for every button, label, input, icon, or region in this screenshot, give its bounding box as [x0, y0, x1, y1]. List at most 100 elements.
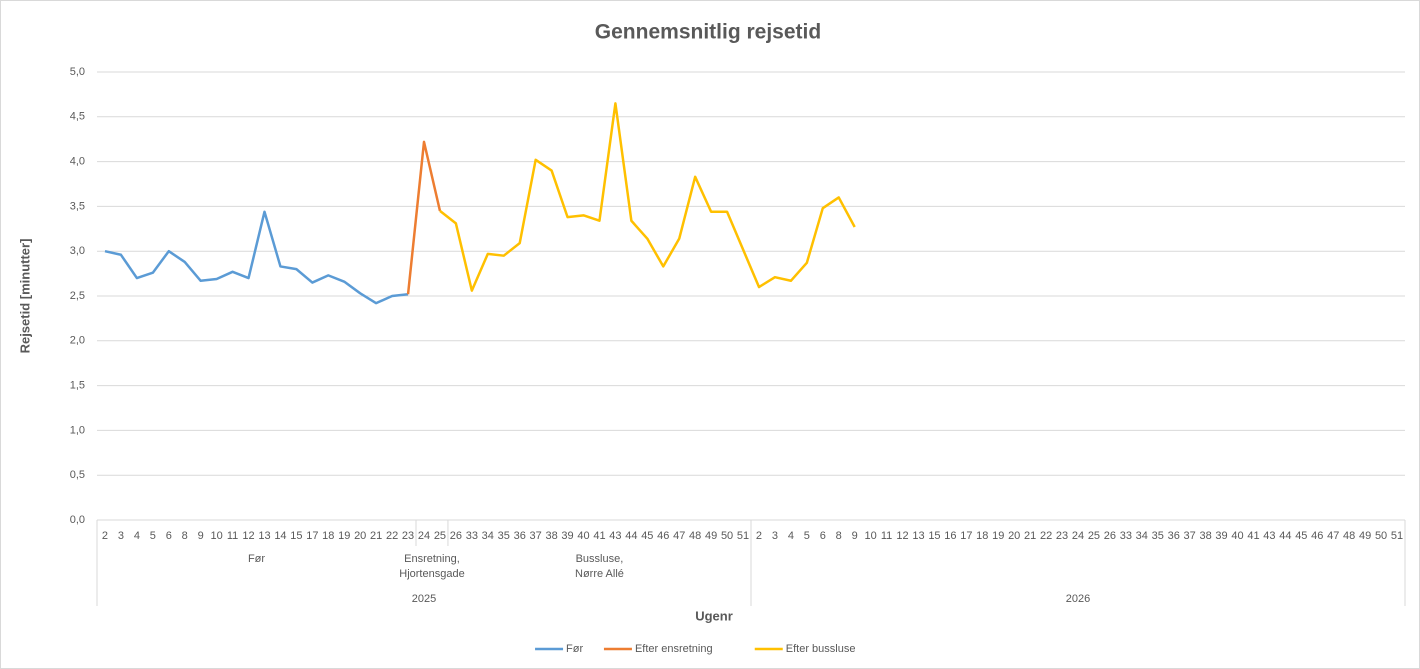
- x-tick-label: 33: [466, 530, 478, 542]
- x-tick-label: 3: [118, 530, 124, 542]
- x-tick-label: 5: [804, 530, 810, 542]
- x-tick-label: 49: [1359, 530, 1371, 542]
- x-tick-label: 26: [1104, 530, 1116, 542]
- group-label: Bussluse, Nørre Allé: [575, 553, 624, 580]
- x-tick-label: 33: [1120, 530, 1132, 542]
- x-tick-label: 43: [1263, 530, 1275, 542]
- x-tick-label: 21: [370, 530, 382, 542]
- x-tick-label: 4: [134, 530, 140, 542]
- group-label: Før: [247, 553, 266, 565]
- x-tick-label: 25: [1088, 530, 1100, 542]
- y-tick-label: 5,0: [70, 66, 85, 78]
- y-tick-label: 4,5: [70, 111, 85, 123]
- x-tick-label: 24: [418, 530, 430, 542]
- x-tick-label: 24: [1072, 530, 1084, 542]
- x-tick-label: 51: [1391, 530, 1403, 542]
- x-tick-label: 6: [166, 530, 172, 542]
- x-tick-label: 43: [609, 530, 621, 542]
- x-tick-label: 45: [1295, 530, 1307, 542]
- year-label: 2026: [1066, 593, 1090, 605]
- x-tick-label: 12: [896, 530, 908, 542]
- series-line: [439, 102, 856, 292]
- x-tick-label: 36: [514, 530, 526, 542]
- x-tick-label: 26: [450, 530, 462, 542]
- x-tick-label: 4: [788, 530, 794, 542]
- legend-label: Efter ensretning: [635, 643, 713, 655]
- x-tick-label: 9: [198, 530, 204, 542]
- x-tick-label: 34: [1136, 530, 1148, 542]
- x-tick-label: 39: [1215, 530, 1227, 542]
- x-tick-label: 3: [772, 530, 778, 542]
- x-tick-label: 38: [1199, 530, 1211, 542]
- y-tick-label: 4,0: [70, 156, 85, 168]
- x-tick-label: 6: [820, 530, 826, 542]
- x-tick-label: 37: [530, 530, 542, 542]
- x-tick-label: 50: [721, 530, 733, 542]
- x-tick-label: 8: [182, 530, 188, 542]
- x-tick-label: 20: [1008, 530, 1020, 542]
- x-tick-label: 38: [545, 530, 557, 542]
- x-tick-label: 19: [338, 530, 350, 542]
- x-tick-label: 40: [1231, 530, 1243, 542]
- x-tick-label: 35: [498, 530, 510, 542]
- x-tick-label: 49: [705, 530, 717, 542]
- x-tick-label: 37: [1184, 530, 1196, 542]
- x-tick-label: 15: [928, 530, 940, 542]
- x-tick-label: 8: [836, 530, 842, 542]
- x-tick-label: 41: [1247, 530, 1259, 542]
- x-tick-label: 36: [1168, 530, 1180, 542]
- x-tick-label: 50: [1375, 530, 1387, 542]
- x-tick-label: 44: [625, 530, 637, 542]
- legend-label: Efter bussluse: [786, 643, 856, 655]
- x-axis-title: Ugenr: [695, 608, 733, 623]
- series-line: [406, 140, 442, 295]
- y-tick-label: 0,5: [70, 469, 85, 481]
- y-tick-label: 0,0: [70, 514, 85, 526]
- x-tick-label: 11: [881, 530, 892, 542]
- x-tick-label: 2: [102, 530, 108, 542]
- x-tick-label: 22: [386, 530, 398, 542]
- x-tick-label: 48: [689, 530, 701, 542]
- x-tick-label: 15: [290, 530, 302, 542]
- x-tick-label: 44: [1279, 530, 1291, 542]
- x-tick-label: 35: [1152, 530, 1164, 542]
- x-tick-label: 20: [354, 530, 366, 542]
- legend-label: Før: [566, 643, 583, 655]
- y-tick-label: 2,0: [70, 335, 85, 347]
- x-tick-label: 47: [1327, 530, 1339, 542]
- x-tick-label: 51: [737, 530, 749, 542]
- year-label: 2025: [412, 593, 436, 605]
- y-tick-label: 3,5: [70, 200, 85, 212]
- x-tick-label: 2: [756, 530, 762, 542]
- x-tick-label: 39: [561, 530, 573, 542]
- x-tick-label: 17: [306, 530, 318, 542]
- series-line: [104, 210, 409, 305]
- x-tick-label: 34: [482, 530, 494, 542]
- y-tick-label: 2,5: [70, 290, 85, 302]
- x-tick-label: 13: [912, 530, 924, 542]
- y-tick-label: 3,0: [70, 245, 85, 257]
- x-tick-label: 41: [593, 530, 605, 542]
- x-tick-label: 46: [1311, 530, 1323, 542]
- y-axis-title: Rejsetid [minutter]: [17, 239, 32, 354]
- x-tick-label: 9: [852, 530, 858, 542]
- chart-title: Gennemsnitlig rejsetid: [595, 21, 821, 44]
- x-tick-label: 46: [657, 530, 669, 542]
- y-tick-label: 1,0: [70, 424, 85, 436]
- x-tick-label: 14: [274, 530, 286, 542]
- x-tick-label: 40: [577, 530, 589, 542]
- x-tick-label: 5: [150, 530, 156, 542]
- x-tick-label: 10: [865, 530, 877, 542]
- x-tick-label: 23: [402, 530, 414, 542]
- x-tick-label: 18: [322, 530, 334, 542]
- x-tick-label: 13: [258, 530, 270, 542]
- x-tick-label: 16: [944, 530, 956, 542]
- x-tick-label: 22: [1040, 530, 1052, 542]
- x-tick-label: 48: [1343, 530, 1355, 542]
- x-tick-label: 45: [641, 530, 653, 542]
- x-tick-label: 18: [976, 530, 988, 542]
- x-tick-label: 25: [434, 530, 446, 542]
